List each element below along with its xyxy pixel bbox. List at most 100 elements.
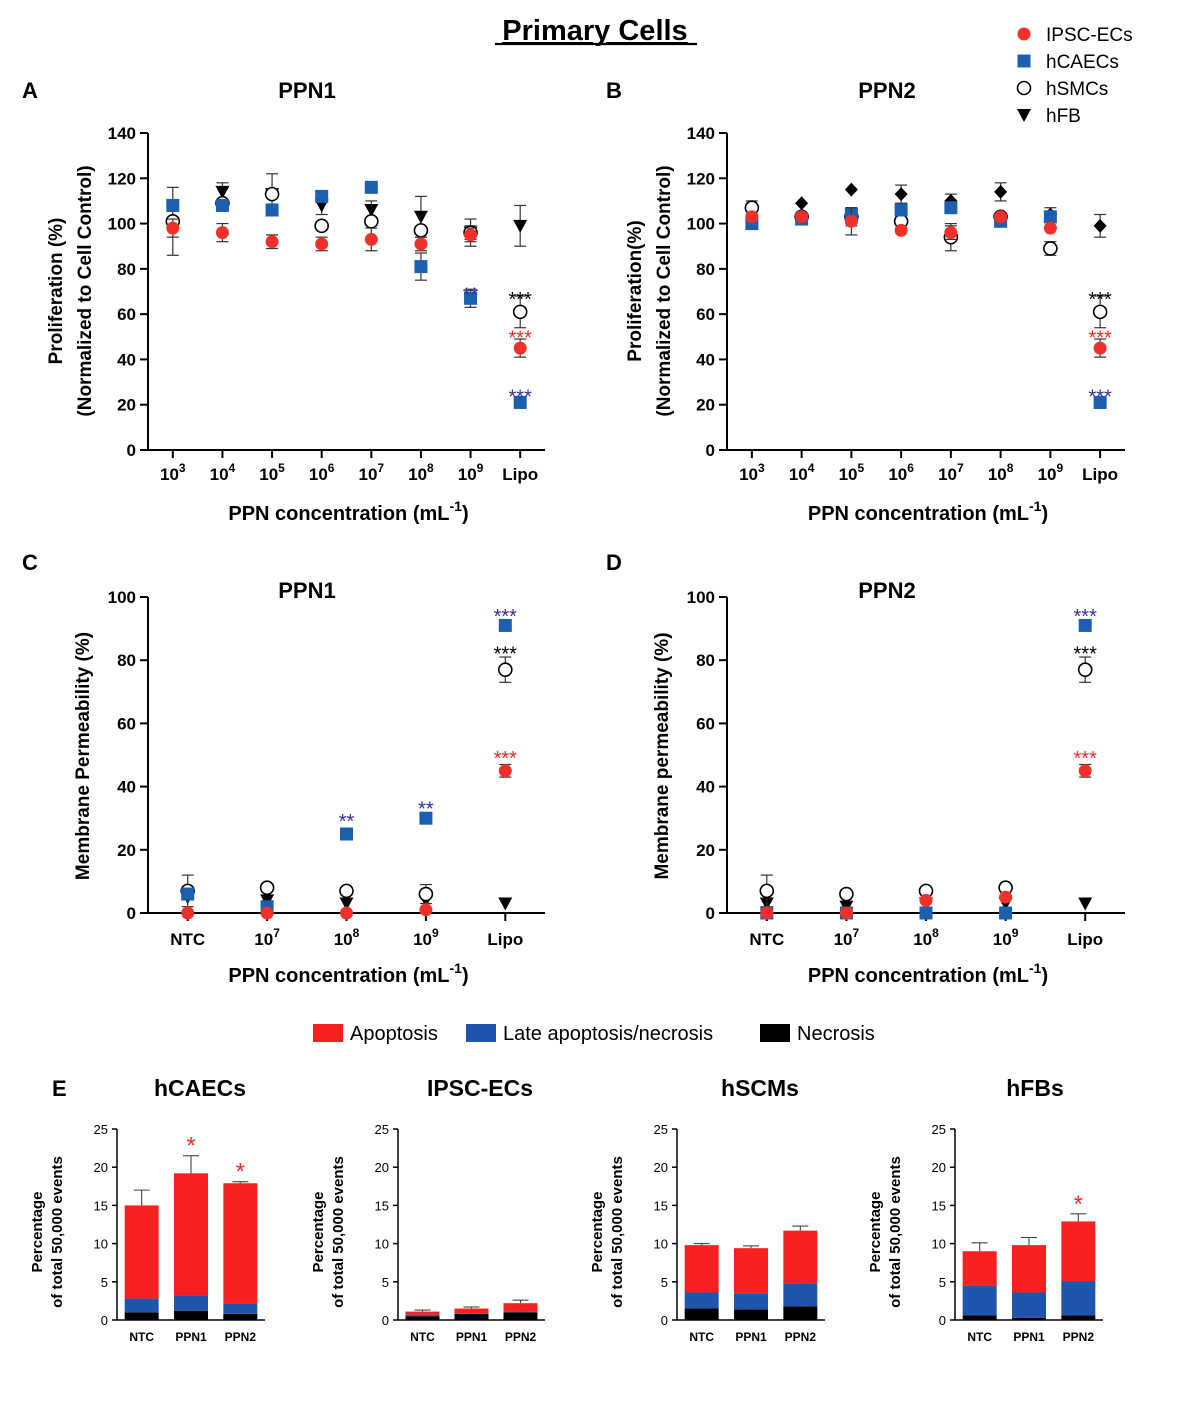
point-hfb	[894, 187, 908, 202]
bar-segment-late-apoptosis-necrosis	[962, 1285, 997, 1316]
significance-label: ***	[509, 289, 533, 311]
significance-label: *	[236, 1159, 245, 1186]
y-tick-label: 0	[939, 1313, 946, 1328]
point-hsmcs	[364, 214, 379, 229]
y-tick-label: 20	[932, 1160, 946, 1175]
bar-segment-necrosis	[503, 1312, 538, 1320]
y-axis-label: Proliferation(%)	[625, 220, 646, 361]
x-tick-label: 103	[160, 461, 186, 484]
y-tick-label: 0	[382, 1313, 389, 1328]
significance-label: ***	[1088, 386, 1112, 408]
significance-label: ***	[494, 644, 518, 666]
bar-segment-necrosis	[1061, 1315, 1096, 1320]
point-hsmcs	[264, 186, 280, 202]
x-tick-label: PPN2	[1063, 1330, 1095, 1344]
chart-title: IPSC-ECs	[427, 1075, 533, 1101]
y-tick-label: 5	[661, 1275, 668, 1290]
y-tick-label: 15	[94, 1198, 108, 1213]
y-tick-label: 100	[687, 215, 715, 234]
point-hcaecs	[498, 618, 512, 632]
point-hsmcs	[413, 223, 429, 238]
x-tick-base: 10	[993, 930, 1012, 949]
point-ipsc-ecs	[894, 223, 908, 237]
x-tick-exponent: 7	[957, 461, 964, 475]
y-tick-label: 100	[108, 215, 136, 234]
point-hcaecs	[464, 291, 478, 305]
y-tick-label: 5	[382, 1275, 389, 1290]
bar-segment-necrosis	[405, 1316, 440, 1320]
y-tick-label: 10	[94, 1237, 108, 1252]
y-tick-label: 80	[696, 260, 715, 279]
legend-swatch-0	[313, 1024, 343, 1042]
y-axis-label: of total 50,000 events	[887, 1156, 904, 1308]
x-axis-label: PPN concentration (mL-1)	[228, 960, 468, 987]
x-tick-exponent: 3	[758, 461, 765, 475]
y-tick-label: 0	[127, 441, 136, 460]
x-tick-base: Lipo	[1082, 465, 1118, 484]
x-axis-label-text: PPN concentration (mL	[808, 965, 1029, 987]
x-axis-label-close: )	[462, 965, 469, 987]
panel-letter: C	[22, 550, 38, 575]
point-hsmcs	[1092, 304, 1108, 320]
point-hsmcs	[339, 883, 354, 899]
x-tick-label: 108	[334, 926, 360, 949]
y-tick-label: 10	[375, 1237, 389, 1252]
x-tick-label: PPN2	[225, 1330, 257, 1344]
x-tick-label: Lipo	[1067, 930, 1103, 949]
y-tick-label: 40	[696, 778, 715, 797]
x-tick-exponent: 9	[477, 461, 484, 475]
x-axis-label: PPN concentration (mL-1)	[808, 498, 1048, 525]
y-tick-label: 40	[696, 350, 715, 369]
bar-segment-late-apoptosis-necrosis	[503, 1311, 538, 1313]
x-tick-label: 107	[938, 461, 964, 484]
point-ipsc-ecs	[513, 341, 527, 355]
legend-swatch-2	[760, 1024, 790, 1042]
y-axis-label: of total 50,000 events	[49, 1156, 66, 1308]
x-tick-label: 108	[913, 926, 939, 949]
x-tick-label: NTC	[967, 1330, 992, 1344]
significance-label: ***	[1074, 644, 1098, 666]
point-hcaecs	[944, 201, 958, 215]
x-tick-label: 109	[413, 926, 439, 949]
point-hfb	[994, 184, 1008, 199]
y-tick-label: 140	[108, 124, 136, 143]
x-tick-label: NTC	[129, 1330, 154, 1344]
y-tick-label: 5	[939, 1275, 946, 1290]
bar-segment-necrosis	[223, 1313, 258, 1320]
x-tick-label: Lipo	[502, 465, 538, 484]
legend-marker-ipsc-ecs	[1017, 27, 1031, 41]
x-axis-label-text: PPN concentration (mL	[808, 503, 1029, 525]
x-tick-base: 10	[160, 465, 179, 484]
x-axis-label: PPN concentration (mL-1)	[808, 960, 1048, 987]
chart-title: hCAECs	[154, 1075, 246, 1101]
bar-segment-necrosis	[454, 1313, 489, 1320]
chart-bar-hscms: hSCMs 0 5 10 15 20 25 NTC PPN1 PPN2 Percentage of t…	[589, 1075, 825, 1344]
x-tick-exponent: 7	[377, 461, 384, 475]
y-tick-label: 20	[696, 396, 715, 415]
y-axis-label: Percentage	[310, 1192, 327, 1273]
y-tick-label: 60	[117, 714, 136, 733]
y-tick-label: 10	[654, 1237, 668, 1252]
chart-title: PPN2	[858, 578, 915, 603]
y-tick-label: 10	[932, 1237, 946, 1252]
y-tick-label: 80	[117, 260, 136, 279]
x-tick-base: 10	[913, 930, 932, 949]
x-tick-label: 105	[259, 461, 285, 484]
bar-segment-late-apoptosis-necrosis	[174, 1295, 208, 1311]
significance-label: ***	[1088, 328, 1112, 350]
x-tick-exponent: 9	[1056, 461, 1063, 475]
y-axis-label: Proliferation (%)	[46, 218, 67, 365]
x-tick-base: 10	[458, 465, 477, 484]
x-tick-label: NTC	[170, 930, 205, 949]
bar-segment-late-apoptosis-necrosis	[223, 1303, 258, 1314]
significance-label: *	[1074, 1191, 1083, 1218]
point-hcaecs	[265, 203, 279, 217]
point-ipsc-ecs	[795, 210, 809, 224]
point-hcaecs	[414, 260, 428, 274]
x-tick-base: NTC	[749, 930, 784, 949]
legend-marker-hfb	[1017, 109, 1031, 122]
point-hcaecs	[513, 395, 527, 409]
x-tick-exponent: 4	[229, 461, 236, 475]
